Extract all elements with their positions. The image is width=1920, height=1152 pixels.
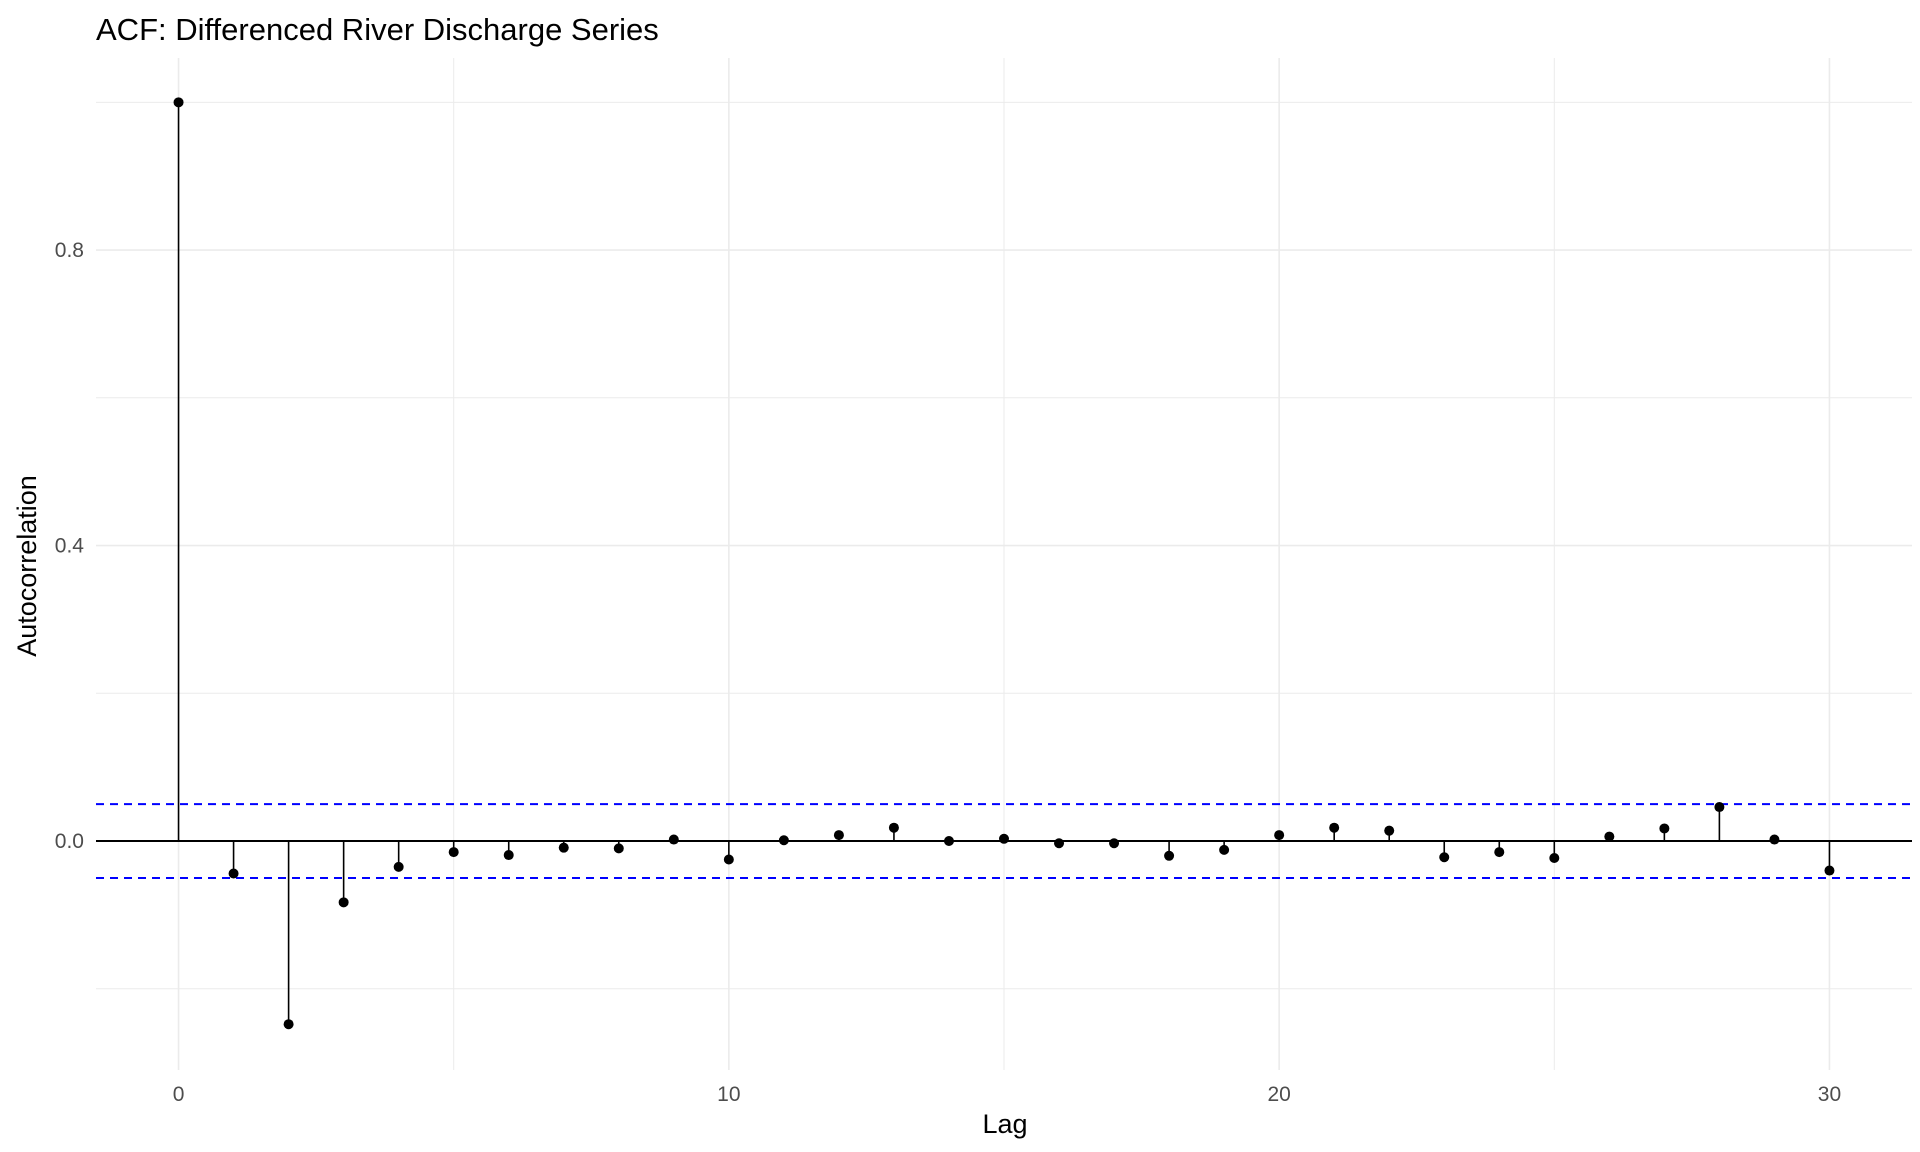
x-tick-label: 10 bbox=[717, 1083, 740, 1106]
x-tick-label: 20 bbox=[1267, 1083, 1290, 1106]
acf-point-lag-21 bbox=[1329, 822, 1340, 833]
y-tick-label: 0.4 bbox=[55, 535, 85, 558]
acf-point-lag-9 bbox=[668, 834, 679, 845]
acf-points bbox=[173, 97, 1835, 1030]
x-axis-title: Lag bbox=[982, 1109, 1027, 1139]
acf-point-lag-23 bbox=[1439, 852, 1450, 863]
acf-point-lag-12 bbox=[833, 830, 844, 841]
x-tick-label: 30 bbox=[1818, 1083, 1841, 1106]
acf-point-lag-22 bbox=[1384, 825, 1395, 836]
acf-point-lag-6 bbox=[503, 850, 514, 861]
acf-point-lag-4 bbox=[393, 861, 404, 872]
y-tick-label: 0.8 bbox=[55, 239, 84, 262]
acf-point-lag-20 bbox=[1274, 830, 1285, 841]
acf-point-lag-19 bbox=[1219, 844, 1230, 855]
y-axis-title: Autocorrelation bbox=[12, 475, 42, 657]
acf-point-lag-18 bbox=[1164, 850, 1175, 861]
x-tick-label: 0 bbox=[173, 1083, 185, 1106]
acf-point-lag-26 bbox=[1604, 831, 1615, 842]
acf-point-lag-15 bbox=[999, 833, 1009, 844]
acf-point-lag-17 bbox=[1109, 838, 1120, 849]
acf-point-lag-29 bbox=[1769, 834, 1780, 845]
chart-title: ACF: Differenced River Discharge Series bbox=[96, 12, 659, 47]
acf-point-lag-8 bbox=[613, 843, 624, 854]
acf-point-lag-25 bbox=[1549, 852, 1560, 863]
acf-point-lag-2 bbox=[283, 1019, 294, 1030]
acf-point-lag-30 bbox=[1824, 865, 1835, 876]
acf-point-lag-5 bbox=[448, 847, 459, 858]
acf-point-lag-10 bbox=[723, 854, 734, 865]
acf-point-lag-16 bbox=[1054, 838, 1065, 849]
acf-point-lag-11 bbox=[778, 835, 789, 846]
acf-point-lag-7 bbox=[558, 842, 569, 853]
acf-point-lag-1 bbox=[228, 868, 239, 879]
acf-point-lag-0 bbox=[173, 97, 184, 108]
acf-point-lag-3 bbox=[338, 897, 349, 908]
tick-labels: 0 10 20 30 0.0 0.4 0.8 bbox=[55, 239, 1841, 1106]
acf-point-lag-14 bbox=[943, 836, 954, 847]
y-tick-label: 0.0 bbox=[55, 830, 84, 853]
acf-point-lag-13 bbox=[888, 822, 899, 833]
acf-point-lag-24 bbox=[1494, 847, 1505, 858]
acf-point-lag-27 bbox=[1659, 823, 1670, 834]
acf-point-lag-28 bbox=[1714, 802, 1725, 813]
